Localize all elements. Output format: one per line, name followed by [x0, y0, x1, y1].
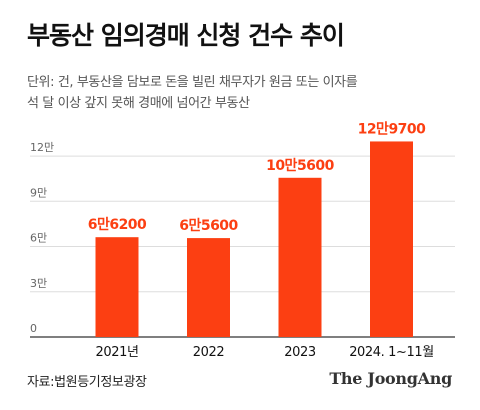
chart-title: 부동산 임의경매 신청 건수 추이: [27, 21, 345, 50]
data-label: 6만6200: [88, 217, 147, 233]
x-tick-label: 2023: [284, 345, 316, 360]
bar: [95, 237, 139, 337]
x-tick-label: 2022: [193, 345, 224, 360]
subtitle-line-1: 단위: 건, 부동산을 담보로 돈을 빌린 채무자가 원금 또는 이자를: [27, 75, 358, 90]
y-tick-label: 6만: [30, 232, 47, 245]
x-tick-label: 2024. 1~11월: [349, 345, 434, 360]
publisher-logo: The JoongAng: [329, 369, 452, 388]
chart-subtitle: 단위: 건, 부동산을 담보로 돈을 빌린 채무자가 원금 또는 이자를 석 달…: [27, 72, 358, 114]
bar: [278, 177, 322, 337]
data-label: 12만9700: [358, 121, 427, 137]
y-tick-label: 0: [30, 322, 37, 335]
y-tick-label: 12만: [30, 141, 54, 154]
y-tick-label: 3만: [30, 277, 47, 290]
x-tick-label: 2021년: [95, 345, 138, 360]
source-note: 자료:법원등기정보광장: [27, 375, 147, 390]
bar: [370, 141, 413, 337]
subtitle-line-2: 석 달 이상 갚지 못해 경매에 넘어간 부동산: [27, 96, 250, 111]
y-tick-label: 9만: [30, 186, 47, 199]
data-label: 6만5600: [179, 218, 238, 234]
data-label: 10만5600: [266, 158, 335, 174]
bar: [187, 238, 230, 337]
